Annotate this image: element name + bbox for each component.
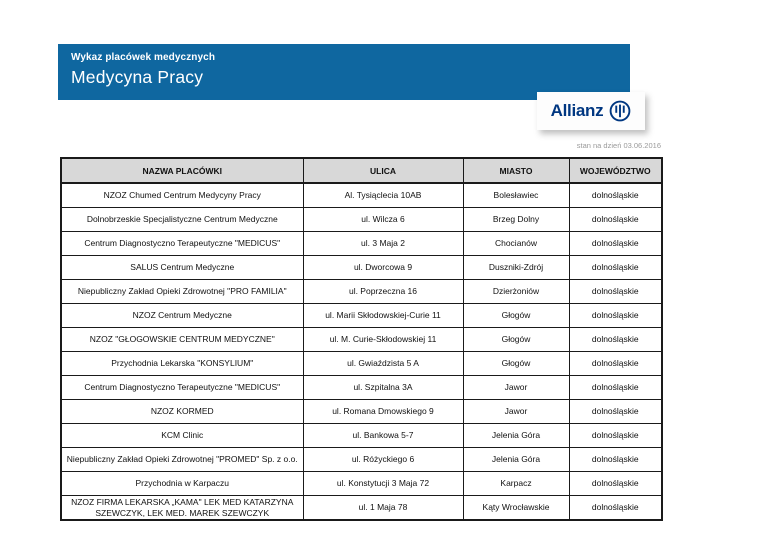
table-body: NZOZ Chumed Centrum Medycyny Pracy Al. Ty… — [60, 182, 663, 521]
cell-ulica: ul. Poprzeczna 16 — [302, 279, 464, 304]
cell-nazwa-placowki: SALUS Centrum Medyczne — [60, 255, 304, 280]
cell-nazwa-placowki: Centrum Diagnostyczno Terapeutyczne "MED… — [60, 375, 304, 400]
column-header-ulica: ULICA — [302, 157, 464, 184]
cell-ulica: ul. Romana Dmowskiego 9 — [302, 399, 464, 424]
cell-ulica: ul. Szpitalna 3A — [302, 375, 464, 400]
allianz-logo: Allianz — [537, 92, 645, 130]
cell-wojewodztwo: dolnośląskie — [568, 255, 663, 280]
table-row: Przychodnia Lekarska "KONSYLIUM" ul. Gwia… — [60, 351, 663, 376]
cell-wojewodztwo: dolnośląskie — [568, 351, 663, 376]
table-row: Centrum Diagnostyczno Terapeutyczne "MED… — [60, 375, 663, 400]
table-row: KCM Clinic ul. Bankowa 5-7 Jelenia Góra dol… — [60, 423, 663, 448]
cell-nazwa-placowki: KCM Clinic — [60, 423, 304, 448]
cell-wojewodztwo: dolnośląskie — [568, 447, 663, 472]
cell-wojewodztwo: dolnośląskie — [568, 399, 663, 424]
cell-nazwa-placowki: Dolnobrzeskie Specjalistyczne Centrum Me… — [60, 207, 304, 232]
table-row: Centrum Diagnostyczno Terapeutyczne "MED… — [60, 231, 663, 256]
table-row: SALUS Centrum Medyczne ul. Dworcowa 9 Dusz… — [60, 255, 663, 280]
cell-miasto: Głogów — [462, 327, 570, 352]
cell-ulica: ul. Konstytucji 3 Maja 72 — [302, 471, 464, 496]
cell-nazwa-placowki: Przychodnia w Karpaczu — [60, 471, 304, 496]
cell-wojewodztwo: dolnośląskie — [568, 495, 663, 521]
cell-miasto: Dzierżoniów — [462, 279, 570, 304]
cell-ulica: ul. Bankowa 5-7 — [302, 423, 464, 448]
cell-nazwa-placowki: NZOZ KORMED — [60, 399, 304, 424]
cell-ulica: Al. Tysiąclecia 10AB — [302, 182, 464, 208]
cell-wojewodztwo: dolnośląskie — [568, 303, 663, 328]
cell-wojewodztwo: dolnośląskie — [568, 231, 663, 256]
cell-wojewodztwo: dolnośląskie — [568, 279, 663, 304]
cell-ulica: ul. Dworcowa 9 — [302, 255, 464, 280]
cell-ulica: ul. Marii Skłodowskiej-Curie 11 — [302, 303, 464, 328]
cell-nazwa-placowki: NZOZ "GŁOGOWSKIE CENTRUM MEDYCZNE" — [60, 327, 304, 352]
cell-nazwa-placowki: Niepubliczny Zakład Opieki Zdrowotnej "P… — [60, 447, 304, 472]
allianz-wordmark: Allianz — [550, 101, 604, 120]
table-row: Niepubliczny Zakład Opieki Zdrowotnej "P… — [60, 279, 663, 304]
page-title: Medycyna Pracy — [71, 67, 204, 87]
table-row: NZOZ KORMED ul. Romana Dmowskiego 9 Jawor d… — [60, 399, 663, 424]
cell-miasto: Karpacz — [462, 471, 570, 496]
table-header: NAZWA PLACÓWKI ULICA MIASTO WOJEWÓDZTWO — [60, 157, 663, 184]
cell-miasto: Głogów — [462, 351, 570, 376]
cell-nazwa-placowki: NZOZ FIRMA LEKARSKA „KAMA" LEK MED KATAR… — [60, 495, 304, 521]
cell-ulica: ul. Różyckiego 6 — [302, 447, 464, 472]
cell-ulica: ul. 3 Maja 2 — [302, 231, 464, 256]
status-date: stan na dzień 03.06.2016 — [576, 141, 661, 150]
cell-nazwa-placowki: Centrum Diagnostyczno Terapeutyczne "MED… — [60, 231, 304, 256]
cell-wojewodztwo: dolnośląskie — [568, 471, 663, 496]
column-header-nazwa-placowki: NAZWA PLACÓWKI — [60, 157, 304, 184]
cell-miasto: Chocianów — [462, 231, 570, 256]
column-header-wojewodztwo: WOJEWÓDZTWO — [568, 157, 663, 184]
facilities-table: NAZWA PLACÓWKI ULICA MIASTO WOJEWÓDZTWO … — [60, 157, 663, 522]
cell-miasto: Jelenia Góra — [462, 447, 570, 472]
table-row: NZOZ FIRMA LEKARSKA „KAMA" LEK MED KATAR… — [60, 495, 663, 521]
cell-miasto: Duszniki-Zdrój — [462, 255, 570, 280]
cell-wojewodztwo: dolnośląskie — [568, 182, 663, 208]
cell-miasto: Brzeg Dolny — [462, 207, 570, 232]
cell-miasto: Jelenia Góra — [462, 423, 570, 448]
cell-nazwa-placowki: Przychodnia Lekarska "KONSYLIUM" — [60, 351, 304, 376]
cell-wojewodztwo: dolnośląskie — [568, 207, 663, 232]
table-row: NZOZ Chumed Centrum Medycyny Pracy Al. Ty… — [60, 182, 663, 208]
header-banner: Wykaz placówek medycznych Medycyna Pracy — [58, 44, 630, 100]
table-row: Przychodnia w Karpaczu ul. Konstytucji 3 … — [60, 471, 663, 496]
cell-nazwa-placowki: NZOZ Centrum Medyczne — [60, 303, 304, 328]
cell-miasto: Bolesławiec — [462, 182, 570, 208]
banner-subtitle: Wykaz placówek medycznych — [71, 52, 216, 63]
cell-miasto: Kąty Wrocławskie — [462, 495, 570, 521]
cell-wojewodztwo: dolnośląskie — [568, 327, 663, 352]
table-row: Niepubliczny Zakład Opieki Zdrowotnej "P… — [60, 447, 663, 472]
cell-nazwa-placowki: NZOZ Chumed Centrum Medycyny Pracy — [60, 182, 304, 208]
table-row: NZOZ "GŁOGOWSKIE CENTRUM MEDYCZNE" ul. M.… — [60, 327, 663, 352]
cell-ulica: ul. Wilcza 6 — [302, 207, 464, 232]
cell-miasto: Jawor — [462, 375, 570, 400]
cell-miasto: Jawor — [462, 399, 570, 424]
column-header-miasto: MIASTO — [462, 157, 570, 184]
allianz-emblem-icon — [609, 100, 631, 122]
cell-ulica: ul. 1 Maja 78 — [302, 495, 464, 521]
cell-wojewodztwo: dolnośląskie — [568, 423, 663, 448]
cell-wojewodztwo: dolnośląskie — [568, 375, 663, 400]
cell-miasto: Głogów — [462, 303, 570, 328]
table-row: NZOZ Centrum Medyczne ul. Marii Skłodowsk… — [60, 303, 663, 328]
cell-ulica: ul. M. Curie-Skłodowskiej 11 — [302, 327, 464, 352]
cell-ulica: ul. Gwiaździsta 5 A — [302, 351, 464, 376]
cell-nazwa-placowki: Niepubliczny Zakład Opieki Zdrowotnej "P… — [60, 279, 304, 304]
table-row: Dolnobrzeskie Specjalistyczne Centrum Me… — [60, 207, 663, 232]
